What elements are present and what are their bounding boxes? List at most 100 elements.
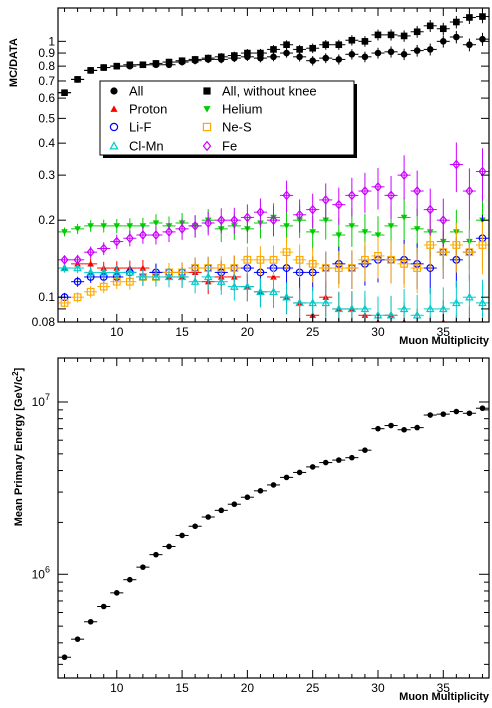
data-point: [436, 198, 450, 247]
data-point: [423, 287, 437, 322]
marker-energy: [283, 474, 290, 481]
legend-marker-all-without-knee: [203, 87, 211, 95]
marker-cl-mn: [60, 263, 69, 272]
marker-all: [335, 56, 343, 63]
marker-energy: [74, 636, 81, 642]
marker-cl-mn: [425, 304, 435, 313]
marker-energy: [218, 507, 225, 514]
marker-all-without-knee: [413, 28, 421, 36]
marker-ne-s: [334, 264, 343, 272]
marker-helium: [413, 226, 421, 233]
marker-energy: [388, 422, 394, 429]
marker-energy: [414, 424, 420, 431]
bottom-y-axis-label-main: Mean Primary Energy [GeV/c: [13, 376, 25, 526]
x-tick-label: 35: [437, 325, 451, 339]
marker-cl-mn: [347, 304, 357, 313]
legend: All All, without knee Proton Helium Li-F Ne-S…: [99, 80, 357, 158]
x-tick-label: 15: [175, 681, 189, 695]
marker-helium: [374, 232, 382, 239]
y-tick-label: 1: [48, 34, 55, 48]
data-point: [162, 222, 176, 243]
data-point: [345, 291, 359, 322]
data-point: [345, 49, 359, 60]
marker-helium: [309, 229, 316, 236]
y-tick-label: 0.3: [38, 168, 55, 182]
marker-ne-s: [230, 264, 239, 272]
marker-helium: [387, 223, 395, 230]
legend-label: Li-F: [129, 120, 151, 135]
marker-cl-mn: [334, 304, 344, 313]
marker-all: [453, 33, 460, 41]
data-point: [110, 590, 124, 596]
data-point: [462, 38, 476, 52]
marker-energy: [166, 543, 172, 550]
data-point: [71, 223, 85, 235]
data-point: [397, 30, 411, 42]
marker-all-without-knee: [100, 64, 108, 71]
legend-entry-helium: Helium: [203, 102, 262, 117]
data-point: [110, 62, 124, 70]
data-point: [123, 230, 137, 247]
data-point: [136, 564, 150, 570]
legend-label: Ne-S: [222, 120, 252, 135]
data-point: [136, 268, 150, 286]
top-x-axis-label: Muon Multiplicity: [399, 335, 490, 347]
data-point: [162, 543, 176, 550]
marker-fe: [426, 204, 435, 215]
data-point: [345, 177, 359, 217]
marker-all: [387, 48, 395, 56]
data-point: [319, 459, 333, 466]
data-point: [410, 170, 424, 217]
marker-all: [257, 54, 264, 62]
data-point: [293, 469, 307, 476]
legend-entry-proton: Proton: [110, 102, 167, 117]
data-point: [436, 35, 450, 48]
marker-fe: [400, 170, 409, 181]
marker-ne-s: [269, 255, 278, 264]
data-point: [84, 266, 98, 279]
legend-entry-li-f: Li-F: [109, 120, 151, 135]
marker-cl-mn: [151, 272, 161, 281]
x-tick-label: 25: [306, 681, 320, 695]
data-point: [358, 172, 372, 213]
data-point: [345, 250, 359, 290]
marker-cl-mn: [73, 263, 82, 272]
marker-energy: [440, 411, 447, 417]
data-point: [149, 551, 163, 558]
marker-fe: [334, 199, 343, 210]
x-tick-label: 35: [437, 681, 451, 695]
data-point: [306, 193, 320, 229]
data-point: [436, 22, 450, 36]
marker-proton: [414, 326, 421, 332]
marker-cl-mn: [438, 304, 448, 313]
marker-all: [322, 54, 330, 62]
marker-all-without-knee: [270, 46, 277, 53]
data-point: [475, 10, 489, 24]
data-point: [214, 507, 228, 514]
marker-cl-mn: [452, 298, 461, 307]
data-point: [280, 180, 294, 213]
marker-cl-mn: [177, 272, 187, 281]
data-point: [371, 47, 385, 59]
data-point: [384, 422, 398, 429]
marker-fe: [360, 186, 370, 196]
marker-cl-mn: [295, 298, 304, 307]
marker-all-without-knee: [361, 38, 369, 45]
x-tick-label: 15: [175, 325, 189, 339]
data-point: [384, 295, 398, 322]
series-all-without-knee: [58, 10, 489, 96]
marker-cl-mn: [164, 272, 174, 281]
data-point: [280, 474, 294, 481]
marker-ne-s: [400, 259, 409, 268]
legend-entry-all-without-knee: All, without knee: [203, 84, 317, 99]
marker-fe: [204, 218, 213, 228]
data-point: [162, 58, 176, 66]
marker-li-f: [73, 277, 82, 286]
legend-label: Cl-Mn: [129, 139, 164, 154]
marker-energy: [257, 488, 264, 494]
marker-helium: [139, 223, 147, 230]
data-point: [266, 277, 281, 309]
marker-cl-mn: [360, 304, 370, 313]
